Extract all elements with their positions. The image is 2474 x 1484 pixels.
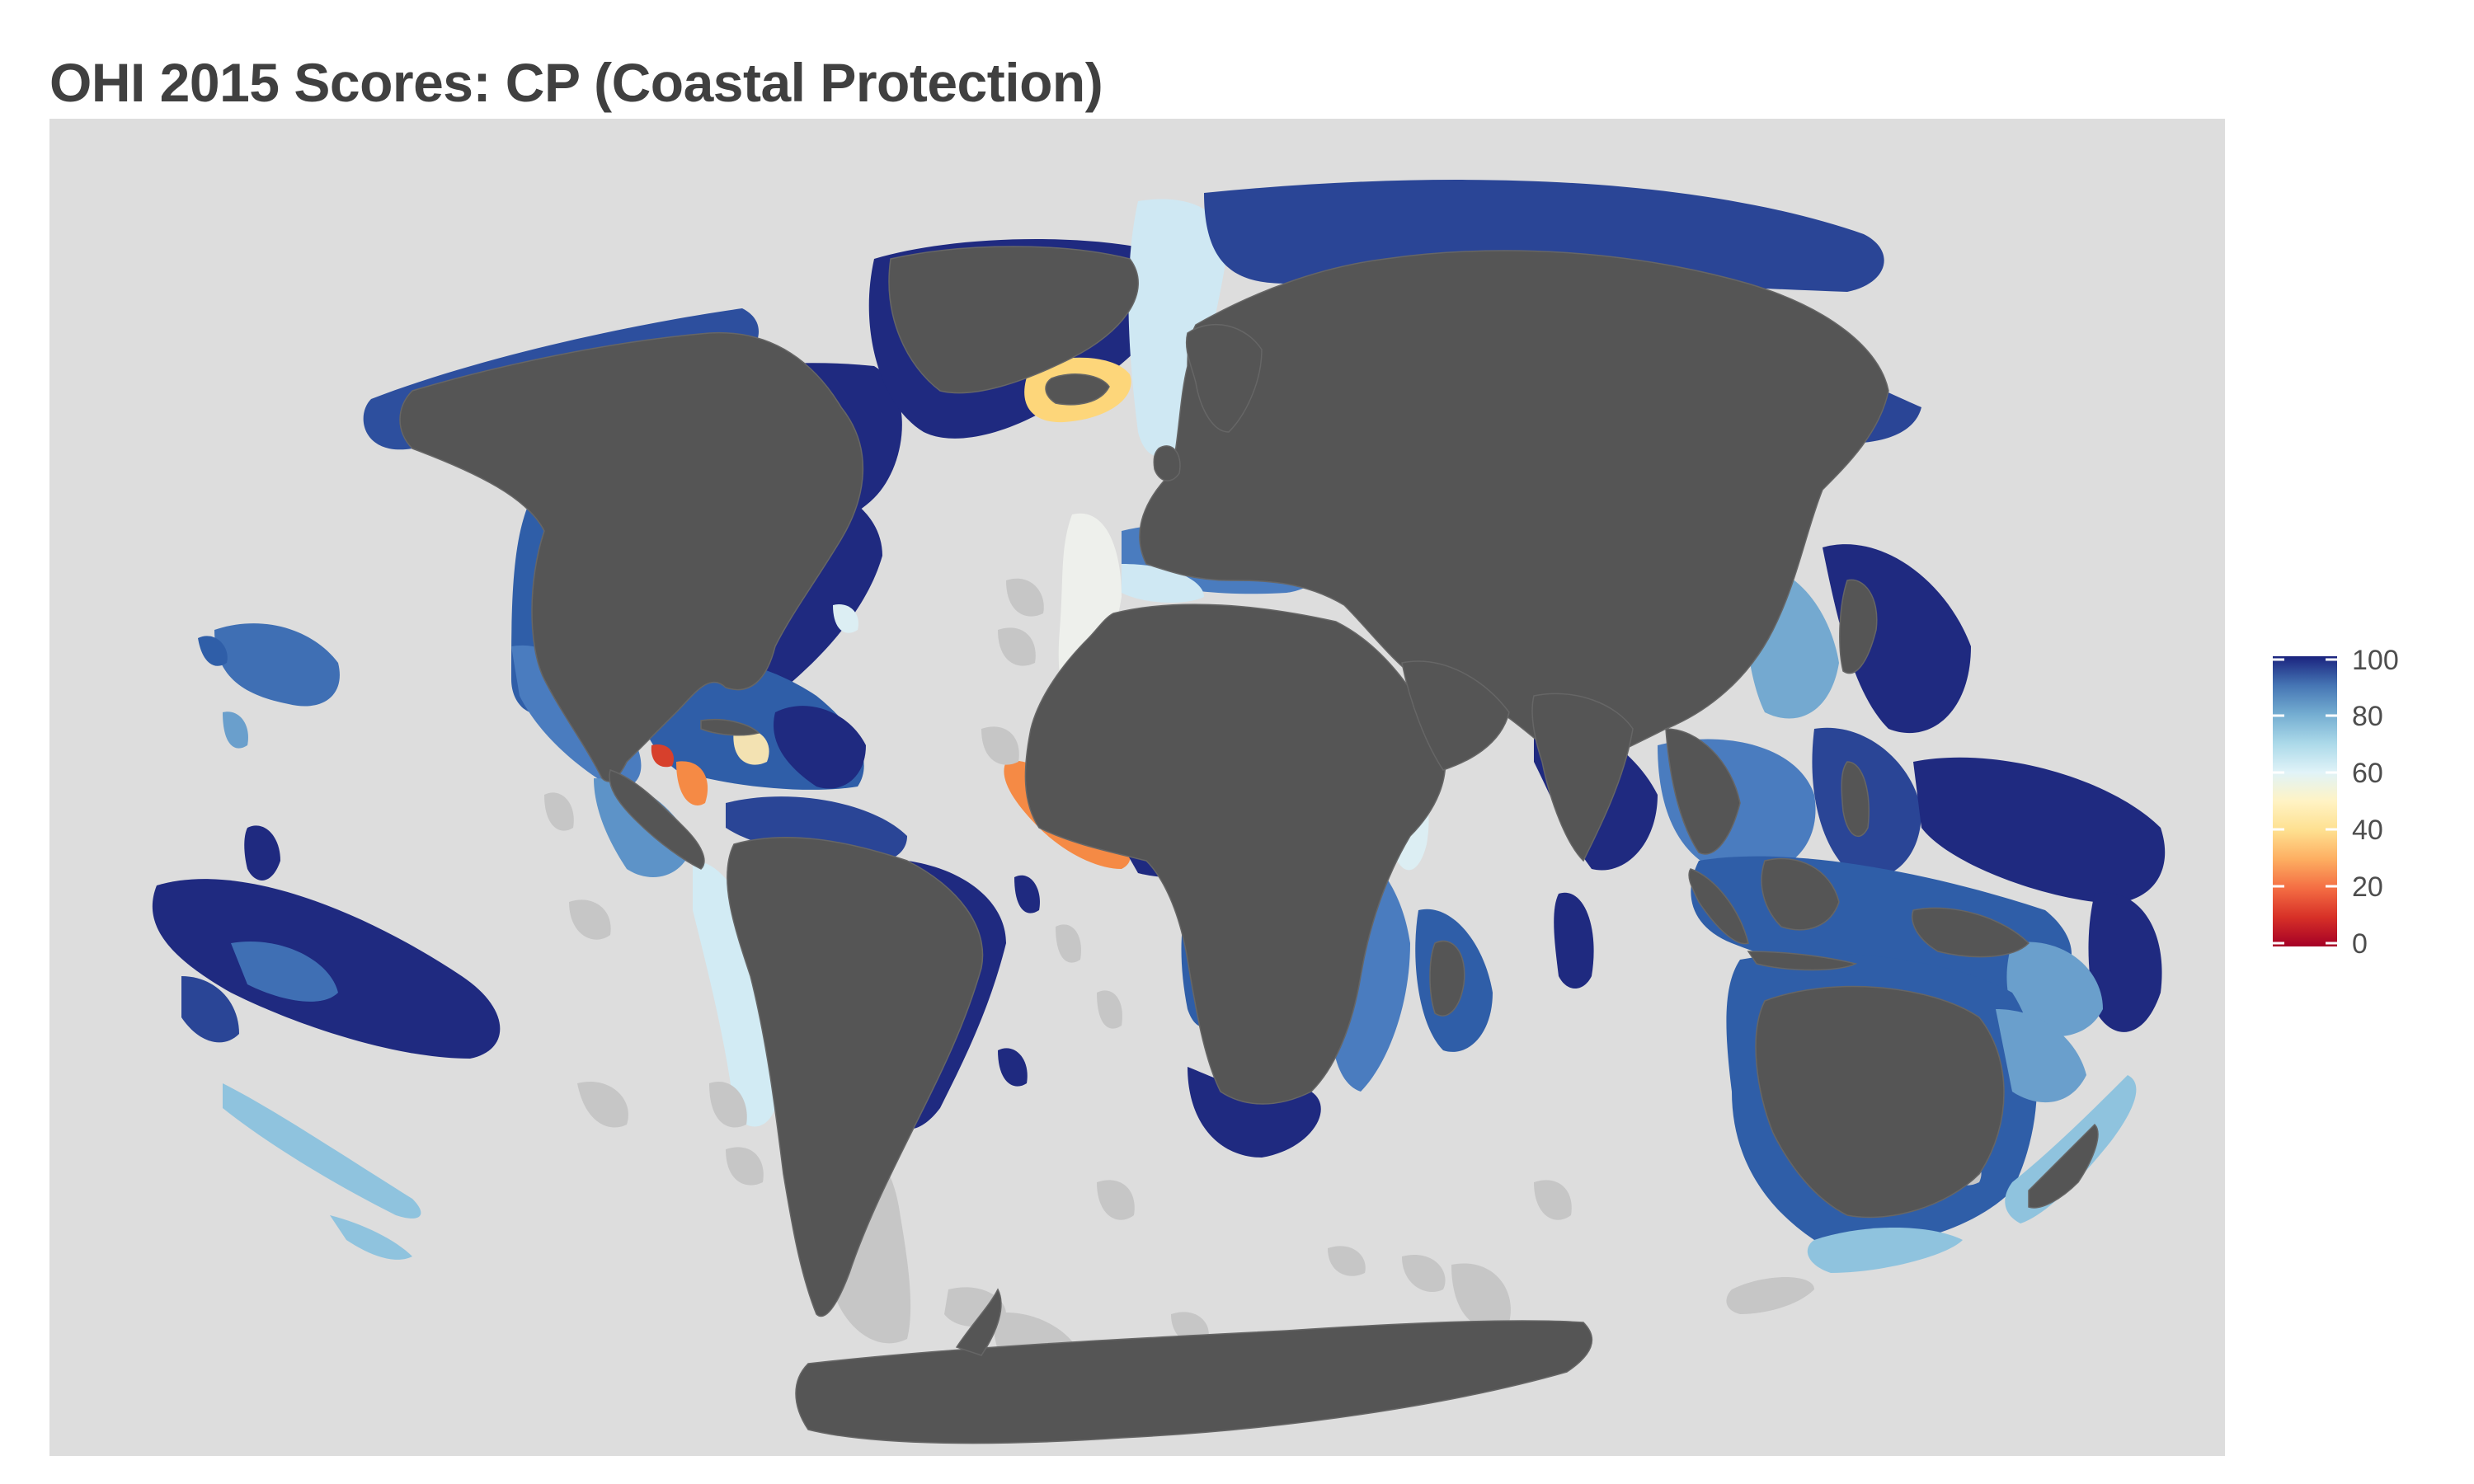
- map-panel: [49, 119, 2225, 1456]
- eez-south-pacific-light: [1807, 1228, 1963, 1273]
- eez-tristan: [1097, 1180, 1135, 1220]
- land-japan: [1839, 579, 1878, 674]
- eez-hawaii-west: [198, 636, 228, 666]
- eez-pacific-south-light: [223, 1083, 421, 1219]
- eez-ascension: [1056, 924, 1081, 963]
- eez-polynesia-light: [231, 942, 338, 1002]
- land-india: [1531, 693, 1634, 862]
- land-north-america: [399, 331, 863, 782]
- eez-crozet: [1402, 1255, 1446, 1293]
- land-borneo: [1761, 857, 1840, 931]
- land-cuba: [700, 718, 760, 736]
- land-new-zealand: [2028, 1123, 2099, 1209]
- eez-honduras: [651, 744, 675, 768]
- eez-hawaii: [214, 623, 340, 707]
- land-madagascar: [1429, 940, 1465, 1017]
- eez-prince-edward: [1328, 1246, 1366, 1276]
- eez-australia-east: [1996, 1009, 2086, 1103]
- eez-fernando: [1014, 875, 1040, 913]
- eez-cook-islands: [181, 976, 239, 1043]
- legend-tick-40: 40: [2352, 815, 2383, 846]
- eez-caribbean-east: [774, 706, 866, 789]
- land-new-guinea: [1912, 907, 2030, 958]
- eez-southern-grey: [1726, 1277, 1814, 1314]
- map-title: OHI 2015 Scores: CP (Coastal Protection): [49, 52, 1103, 113]
- land-central-america: [609, 769, 705, 870]
- eez-polynesia: [152, 879, 501, 1059]
- eez-haiti: [733, 728, 769, 765]
- eez-st-helena: [998, 1048, 1028, 1087]
- eez-kerguelen: [1451, 1263, 1511, 1329]
- land-se-asia: [1665, 728, 1741, 855]
- land-iceland: [1045, 373, 1110, 406]
- world-map: [152, 180, 2166, 1444]
- color-legend: 100 80 60 40 20 0: [2273, 646, 2438, 961]
- eez-cape-verde: [981, 726, 1019, 765]
- land-antarctic-peninsula: [955, 1288, 1002, 1356]
- land-scandinavia: [1186, 323, 1263, 433]
- eez-nicaragua: [676, 761, 708, 805]
- land-arabia: [1401, 660, 1510, 771]
- eez-johnston: [223, 711, 248, 749]
- land-philippines: [1841, 761, 1870, 838]
- eez-kiribati: [244, 825, 280, 881]
- eez-clipperton: [544, 792, 574, 831]
- eez-micronesia: [2006, 942, 2103, 1037]
- eez-azores-grey: [1006, 578, 1044, 617]
- eez-norway: [1128, 199, 1229, 457]
- land-south-america: [726, 837, 984, 1317]
- eez-st-helena-grey: [1097, 990, 1122, 1029]
- legend-tick-60: 60: [2352, 758, 2383, 789]
- legend-tick-0: 0: [2352, 928, 2368, 960]
- legend-tick-20: 20: [2352, 871, 2383, 903]
- eez-pacific-west: [1913, 757, 2166, 904]
- eez-galapagos: [569, 899, 611, 940]
- eez-juan-fernandez-2: [726, 1147, 764, 1186]
- eez-bermuda: [833, 604, 858, 633]
- legend-tick-80: 80: [2352, 701, 2383, 732]
- eez-canaries: [998, 627, 1036, 666]
- land-australia: [1755, 985, 2005, 1219]
- eez-amsterdam: [1534, 1180, 1572, 1220]
- eez-indian-ocean-islands: [1554, 892, 1594, 989]
- land-java: [1747, 951, 1858, 971]
- land-antarctica: [795, 1320, 1592, 1444]
- land-masses: [399, 246, 2099, 1444]
- eez-easter-island: [577, 1082, 628, 1128]
- legend-tick-100: 100: [2352, 645, 2399, 676]
- eez-juan-fernandez: [709, 1082, 747, 1128]
- color-bar: [2273, 656, 2337, 946]
- land-greenland: [888, 246, 1139, 394]
- eez-med-light: [1122, 564, 1204, 603]
- land-uk: [1153, 445, 1181, 481]
- eez-pacific-west-2: [2088, 892, 2162, 1032]
- eez-peru-chile: [693, 861, 775, 1127]
- eez-pacific-south-light2: [330, 1215, 412, 1260]
- land-sumatra: [1688, 868, 1749, 945]
